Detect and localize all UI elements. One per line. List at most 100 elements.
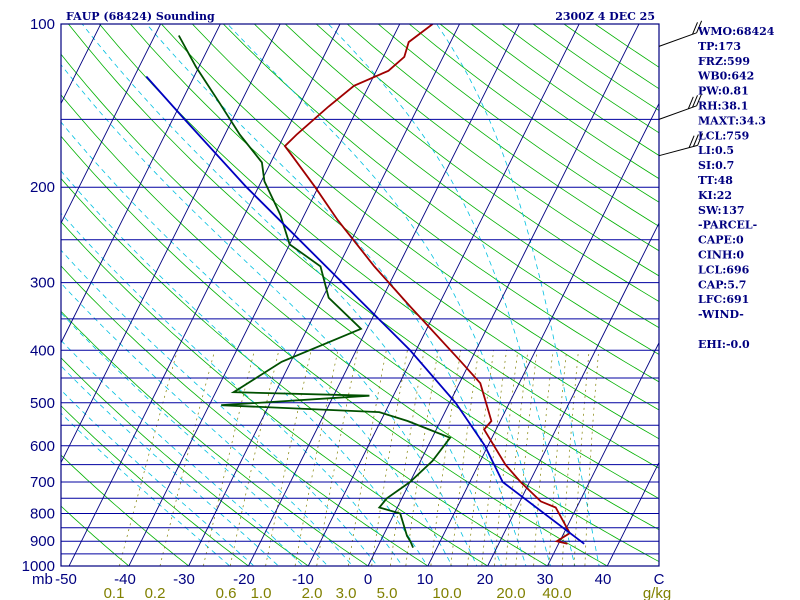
moist-adiabat <box>61 64 478 566</box>
moist-adiabat <box>227 24 551 566</box>
stats-panel: WMO:68424 TP:173 FRZ:599 WB0:642 PW:0.81 RH:3… <box>697 25 775 351</box>
pressure-tick-label: 600 <box>30 438 55 455</box>
pressure-tick-label: 500 <box>30 395 55 412</box>
wind-barb-shaft <box>658 32 697 47</box>
temperature-tick-label: C <box>654 571 665 588</box>
moist-adiabat <box>61 170 428 566</box>
mixing-ratio-line <box>389 350 425 566</box>
stat-line: TT:48 <box>698 174 733 187</box>
moist-adiabat <box>61 282 354 566</box>
stat-line: RH:38.1 <box>698 100 748 113</box>
stat-line: CAP:5.7 <box>698 278 746 291</box>
pressure-tick-label: 100 <box>30 16 55 33</box>
mixing-ratio-line <box>561 350 579 566</box>
dry-adiabat <box>192 24 659 383</box>
mixing-ratio-line <box>573 350 590 566</box>
mixing-ratio-tick-label: 5.0 <box>377 585 398 600</box>
dry-adiabat <box>99 24 659 469</box>
wind-barb-flag <box>687 96 694 109</box>
mixing-ratio-line <box>430 350 462 566</box>
isotherm <box>61 24 221 344</box>
stat-line: CINH:0 <box>698 249 744 262</box>
moist-adiabat <box>436 24 600 566</box>
dry-adiabat <box>61 221 489 566</box>
isotherm <box>61 24 281 464</box>
mixing-ratio-line <box>515 350 538 566</box>
dry-adiabat <box>61 454 190 566</box>
stat-line: LFC:691 <box>698 293 749 306</box>
mixing-ratio-tick-label: 40.0 <box>542 585 571 600</box>
temperature-tick-label: 0 <box>364 571 372 588</box>
pressure-tick-label: 800 <box>30 506 55 523</box>
stat-line: MAXT:34.3 <box>698 114 766 127</box>
dry-adiabat <box>61 94 659 563</box>
wind-barb-flag <box>688 135 695 148</box>
mixing-ratio-tick-label: 0.1 <box>104 585 125 600</box>
dry-adiabat <box>130 24 659 440</box>
mixing-ratio-line <box>494 350 519 566</box>
pressure-tick-labels: 100 200 300 400 500 600 700 800 900 1000 <box>22 16 55 575</box>
isotherm <box>487 222 659 566</box>
isotherm <box>307 24 580 566</box>
wind-barb-flag <box>692 95 698 108</box>
temperature-tick-label: 20 <box>477 571 494 588</box>
dry-adiabat <box>315 24 659 277</box>
isotherm <box>427 102 659 566</box>
plot-frame <box>60 23 660 567</box>
temperature-tick-label: 40 <box>595 571 612 588</box>
wind-barb-flag <box>696 93 703 106</box>
stat-line: WB0:642 <box>697 70 754 83</box>
temperature-tick-label: 10 <box>417 571 434 588</box>
pressure-tick-label: 1000 <box>22 558 55 575</box>
dewpoint-profile-line <box>178 35 452 548</box>
wind-barb-shaft <box>658 144 698 157</box>
mixing-ratio-tick-label: 10.0 <box>432 585 461 600</box>
isotherm <box>606 461 659 566</box>
mixing-ratio-line <box>450 350 480 566</box>
stat-line: TP:173 <box>698 40 741 53</box>
mixing-ratio-tick-label: 20.0 <box>496 585 525 600</box>
pressure-tick-label: 400 <box>30 342 55 359</box>
temperature-tick-label: -20 <box>233 571 255 588</box>
temperature-tick-labels: -50 -40 -30 -20 -10 0 10 20 30 40 C <box>55 571 664 588</box>
mixing-ratio-line <box>548 350 567 566</box>
dry-adiabat <box>61 357 309 566</box>
stat-line: CAPE:0 <box>698 234 744 247</box>
moist-adiabat <box>61 412 231 566</box>
stat-line: LI:0.5 <box>698 144 734 157</box>
dry-adiabat <box>61 177 549 566</box>
isotherms <box>0 12 659 578</box>
mixing-ratio-tick-label: g/kg <box>643 585 671 600</box>
moist-adiabat <box>61 365 279 566</box>
isotherm <box>546 341 659 566</box>
mixing-ratio-line <box>467 350 495 566</box>
mixing-ratio-line <box>584 350 600 566</box>
dry-adiabat <box>254 24 659 329</box>
temperature-tick-label: -30 <box>173 571 195 588</box>
mixing-ratio-line <box>265 350 312 566</box>
mixing-ratio-tick-label: 0.6 <box>216 585 237 600</box>
mixing-ratio-tick-label: 1.0 <box>251 585 272 600</box>
moist-adiabat <box>61 339 304 566</box>
temperature-profile-line <box>283 24 572 545</box>
isotherm <box>0 12 47 578</box>
wind-barb-flag <box>696 20 703 33</box>
stat-line: FRZ:599 <box>698 55 750 68</box>
dry-adiabat <box>61 505 130 566</box>
mixing-ratio-tick-label: 3.0 <box>336 585 357 600</box>
dry-adiabat <box>161 24 659 411</box>
mixing-ratio-tick-labels: 0.1 0.2 0.6 1.0 2.0 3.0 5.0 10.0 20.0 40.0 g/kg <box>104 585 672 600</box>
mixing-ratio-tick-label: 2.0 <box>302 585 323 600</box>
moist-adiabat <box>146 24 527 566</box>
mixing-ratio-line <box>405 350 439 566</box>
chart-title: FAUP (68424) Sounding <box>66 10 215 23</box>
isotherm <box>247 24 520 566</box>
moist-adiabat <box>61 249 378 566</box>
pressure-tick-label: 300 <box>30 275 55 292</box>
stat-line: EHI:-0.0 <box>698 338 750 351</box>
isotherm <box>188 24 461 566</box>
mixing-ratio-line <box>505 350 529 566</box>
moist-adiabat <box>328 24 576 566</box>
dry-adiabat <box>61 405 250 566</box>
